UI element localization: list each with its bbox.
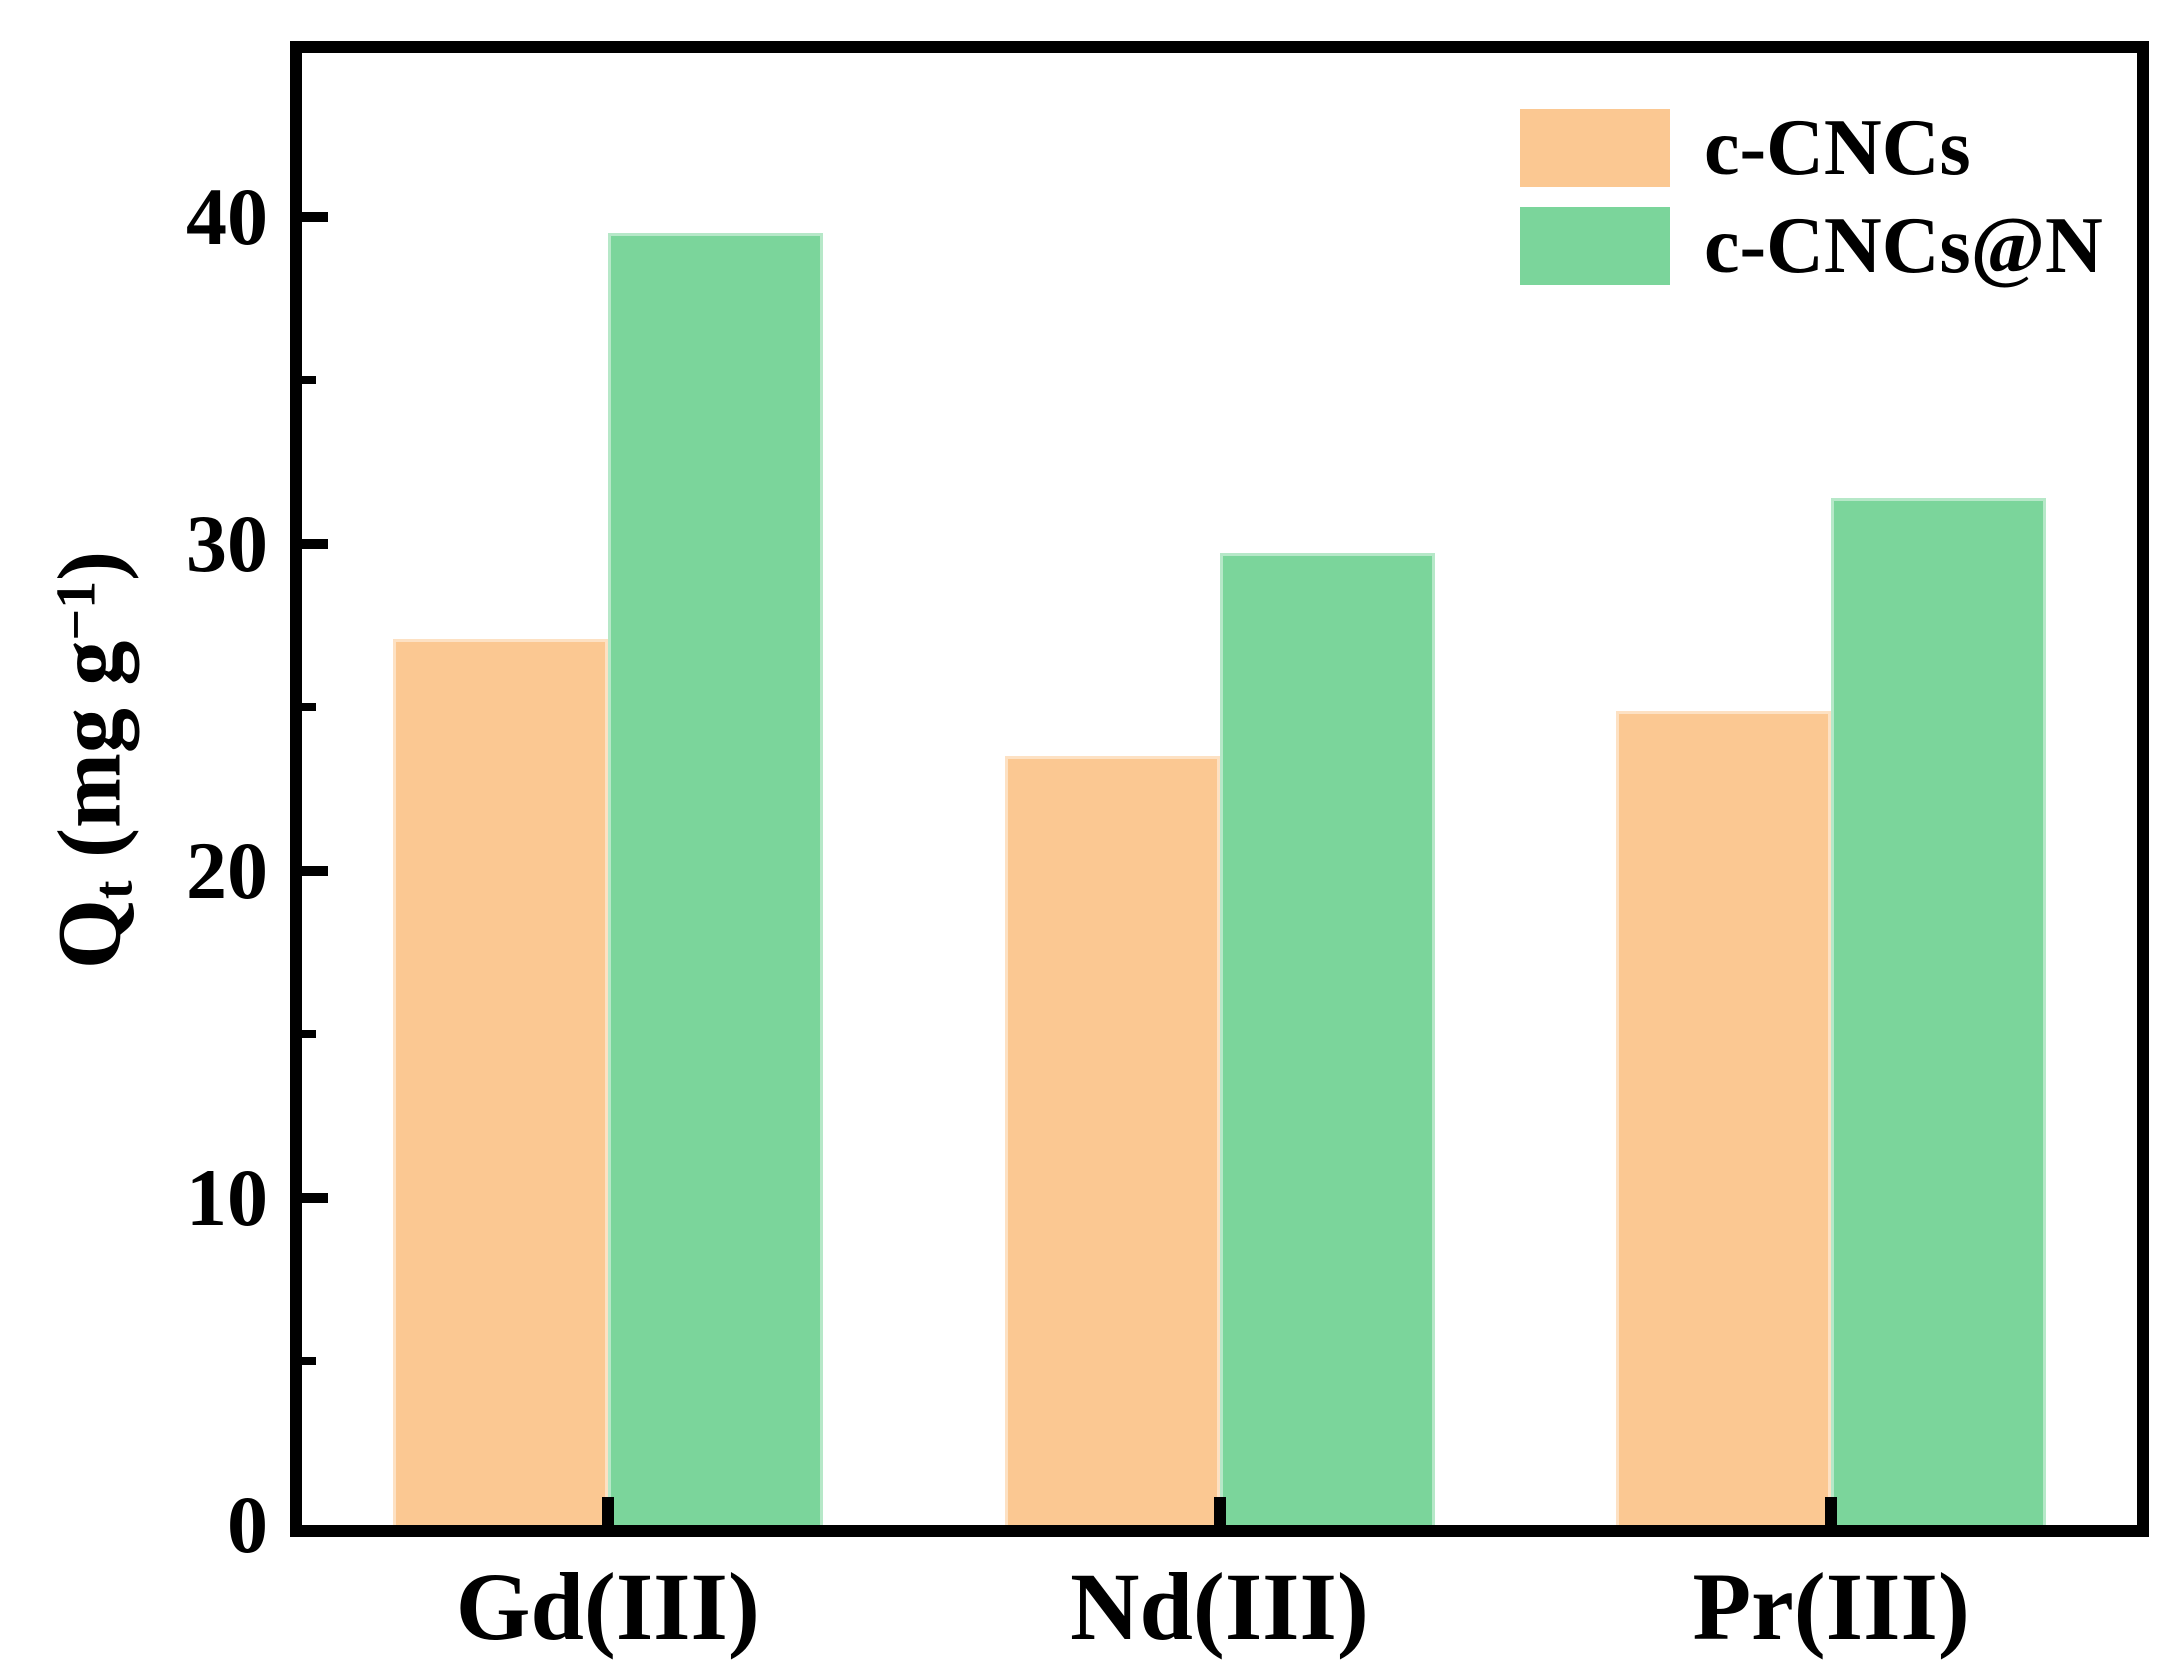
y-axis-title-base: Q bbox=[40, 899, 140, 970]
legend: c-CNCs c-CNCs@N bbox=[1520, 108, 2103, 304]
y-tick-label-20: 20 bbox=[186, 824, 268, 916]
y-tick-label-30: 30 bbox=[186, 497, 268, 589]
legend-item-c-cncs-at-n: c-CNCs@N bbox=[1520, 206, 2103, 286]
plot-area bbox=[302, 53, 2137, 1525]
y-major-tick-10 bbox=[302, 1192, 328, 1203]
x-category-tick-nd-iii bbox=[1213, 1497, 1226, 1525]
legend-label-c-cncs-at-n: c-CNCs@N bbox=[1704, 202, 2103, 290]
bar-c-cncs-pr-iii bbox=[1616, 710, 1832, 1525]
x-category-label-gd-iii: Gd(III) bbox=[455, 1553, 760, 1660]
x-category-tick-gd-iii bbox=[601, 1497, 614, 1525]
y-minor-tick-25 bbox=[302, 703, 316, 712]
y-tick-label-0: 0 bbox=[227, 1479, 268, 1570]
y-major-tick-30 bbox=[302, 538, 328, 549]
plot-frame bbox=[290, 41, 2149, 1537]
bar-c-cncs-n-gd-iii bbox=[607, 232, 823, 1525]
bar-c-cncs-gd-iii bbox=[392, 638, 608, 1525]
y-minor-tick-15 bbox=[302, 1030, 316, 1039]
y-tick-label-10: 10 bbox=[186, 1151, 268, 1243]
y-axis-title-superscript: −1 bbox=[45, 580, 108, 641]
x-category-tick-pr-iii bbox=[1825, 1497, 1838, 1525]
y-axis-title-subscript: t bbox=[82, 880, 145, 900]
x-category-label-nd-iii: Nd(III) bbox=[1070, 1553, 1369, 1660]
y-minor-tick-5 bbox=[302, 1357, 316, 1366]
y-axis-title: Qt (mg g−1) bbox=[38, 551, 145, 969]
bar-c-cncs-nd-iii bbox=[1004, 756, 1220, 1525]
y-major-tick-20 bbox=[302, 865, 328, 876]
legend-label-c-cncs: c-CNCs bbox=[1704, 104, 1971, 192]
y-major-tick-40 bbox=[302, 211, 328, 222]
x-category-label-pr-iii: Pr(III) bbox=[1692, 1553, 1970, 1660]
y-axis-title-mid: (mg g bbox=[40, 640, 140, 881]
bar-c-cncs-n-pr-iii bbox=[1831, 497, 2047, 1525]
legend-item-c-cncs: c-CNCs bbox=[1520, 108, 2103, 188]
y-tick-label-40: 40 bbox=[186, 170, 268, 262]
bar-c-cncs-n-nd-iii bbox=[1219, 553, 1435, 1525]
legend-swatch-c-cncs bbox=[1520, 109, 1670, 187]
legend-swatch-c-cncs-at-n bbox=[1520, 207, 1670, 285]
y-axis-title-end: ) bbox=[40, 550, 140, 581]
y-minor-tick-35 bbox=[302, 376, 316, 385]
